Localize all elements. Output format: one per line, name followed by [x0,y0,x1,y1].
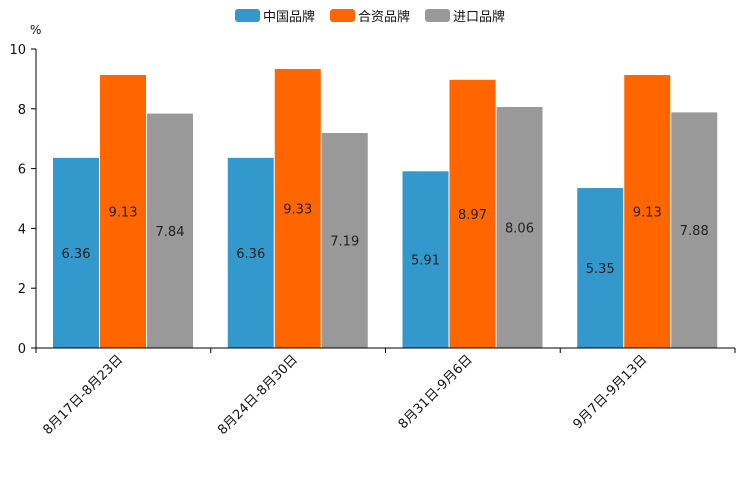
data-label-1-3: 7.84 [156,225,185,240]
bar-2-3 [321,133,368,348]
data-label-4-2: 9.13 [633,206,662,221]
y-tick-label: 6 [18,163,26,178]
bar-4-1 [577,188,624,348]
legend-label-2: 合资品牌 [358,9,410,25]
bars: 6.36 9.13 7.84 6.36 9.33 7.19 5.91 8.97 8.06 5.35… [53,69,718,349]
data-label-1-1: 6.36 [62,247,91,262]
bar-3-2 [449,79,496,348]
data-label-1-2: 9.13 [109,206,138,221]
y-tick-label: 2 [18,282,26,297]
legend-label-3: 进口品牌 [453,9,505,25]
y-tick-label: 0 [18,342,26,357]
data-label-2-1: 6.36 [236,247,265,262]
data-label-4-3: 7.88 [680,224,709,239]
data-label-2-3: 7.19 [330,235,359,250]
bar-1-2 [100,75,146,348]
x-tick-label: 8月17日-8月23日 [40,352,126,438]
bar-3-3 [496,107,543,348]
data-label-4-1: 5.35 [586,262,615,277]
bar-2-1 [227,157,274,348]
bar-1-3 [147,113,193,348]
x-tick-label: 8月31日-9月6日 [396,352,476,432]
data-label-2-2: 9.33 [283,203,312,218]
bar-1-1 [53,157,99,348]
legend-swatch-3 [425,9,450,22]
legend-swatch-1 [235,9,260,22]
data-label-3-2: 8.97 [458,208,487,223]
y-tick-label: 4 [18,222,26,237]
y-axis-unit-label: % [30,23,41,37]
y-tick-label: 8 [18,103,26,118]
bar-4-3 [671,112,718,348]
bar-2-2 [274,69,321,349]
legend-label-1: 中国品牌 [263,9,315,25]
x-axis: 8月17日-8月23日 8月24日-8月30日 8月31日-9月6日 9月7日-9月1… [35,347,736,438]
x-tick-label: 8月24日-8月30日 [215,352,301,438]
bar-4-2 [624,75,671,348]
data-label-3-1: 5.91 [411,254,440,269]
legend: 中国品牌 合资品牌 进口品牌 [235,9,505,25]
bar-3-1 [402,171,449,348]
data-label-3-3: 8.06 [505,222,534,237]
legend-swatch-2 [330,9,355,22]
y-axis: 0 2 4 6 8 10 [9,43,37,357]
y-tick-label: 10 [9,43,26,58]
x-tick-label: 9月7日-9月13日 [571,352,651,432]
